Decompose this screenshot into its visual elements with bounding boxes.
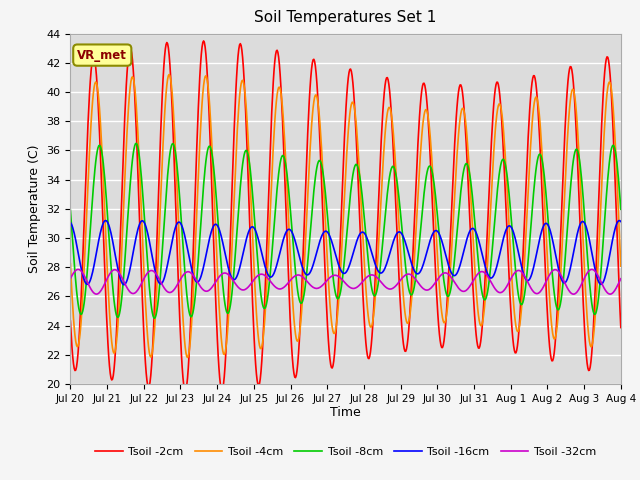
Line: Tsoil -16cm: Tsoil -16cm: [70, 220, 621, 285]
Text: VR_met: VR_met: [77, 48, 127, 61]
Tsoil -2cm: [414, 141, 422, 146]
Tsoil -2cm: [181, 388, 189, 394]
Tsoil -2cm: [220, 381, 227, 387]
Line: Tsoil -2cm: Tsoil -2cm: [70, 41, 621, 391]
Tsoil -16cm: [617, 219, 625, 225]
Tsoil -16cm: [77, 262, 84, 267]
Tsoil -16cm: [220, 243, 227, 249]
Tsoil -8cm: [220, 289, 227, 295]
Tsoil -32cm: [67, 276, 74, 282]
Tsoil -32cm: [617, 276, 625, 282]
Tsoil -32cm: [74, 266, 82, 272]
Tsoil -2cm: [200, 38, 207, 44]
Tsoil -32cm: [413, 278, 421, 284]
Tsoil -16cm: [120, 282, 128, 288]
Tsoil -32cm: [429, 283, 437, 288]
Tsoil -32cm: [570, 291, 577, 297]
Line: Tsoil -4cm: Tsoil -4cm: [70, 74, 621, 358]
Tsoil -16cm: [67, 219, 74, 225]
Tsoil -4cm: [191, 265, 198, 271]
Tsoil -2cm: [430, 238, 438, 243]
Tsoil -8cm: [414, 255, 422, 261]
Tsoil -32cm: [219, 271, 227, 276]
Title: Soil Temperatures Set 1: Soil Temperatures Set 1: [255, 11, 436, 25]
Tsoil -4cm: [430, 193, 438, 199]
Tsoil -2cm: [617, 324, 625, 330]
Tsoil -16cm: [430, 229, 438, 235]
Tsoil -8cm: [77, 311, 84, 317]
Tsoil -4cm: [220, 351, 227, 357]
Tsoil -16cm: [414, 271, 422, 276]
Tsoil -32cm: [190, 273, 198, 279]
Tsoil -32cm: [77, 268, 85, 274]
Tsoil -4cm: [133, 114, 141, 120]
Tsoil -8cm: [67, 207, 74, 213]
Tsoil -4cm: [165, 72, 173, 77]
Tsoil -8cm: [132, 141, 140, 146]
Tsoil -32cm: [134, 287, 141, 293]
Legend: Tsoil -2cm, Tsoil -4cm, Tsoil -8cm, Tsoil -16cm, Tsoil -32cm: Tsoil -2cm, Tsoil -4cm, Tsoil -8cm, Tsoi…: [90, 442, 601, 461]
Tsoil -4cm: [77, 328, 84, 334]
Tsoil -8cm: [430, 180, 438, 186]
Tsoil -4cm: [67, 261, 74, 266]
Tsoil -8cm: [151, 315, 159, 321]
Tsoil -4cm: [414, 192, 422, 198]
Tsoil -16cm: [102, 217, 109, 223]
Tsoil -16cm: [191, 276, 198, 281]
Tsoil -8cm: [617, 206, 625, 212]
X-axis label: Time: Time: [330, 407, 361, 420]
Tsoil -2cm: [67, 318, 74, 324]
Tsoil -2cm: [133, 146, 141, 152]
Line: Tsoil -32cm: Tsoil -32cm: [70, 269, 621, 294]
Tsoil -2cm: [77, 312, 84, 317]
Tsoil -4cm: [617, 264, 625, 269]
Tsoil -16cm: [134, 224, 142, 230]
Tsoil -8cm: [191, 300, 198, 306]
Line: Tsoil -8cm: Tsoil -8cm: [70, 144, 621, 318]
Tsoil -4cm: [184, 355, 191, 360]
Tsoil -8cm: [134, 144, 141, 150]
Y-axis label: Soil Temperature (C): Soil Temperature (C): [28, 144, 41, 273]
Tsoil -2cm: [190, 237, 198, 242]
